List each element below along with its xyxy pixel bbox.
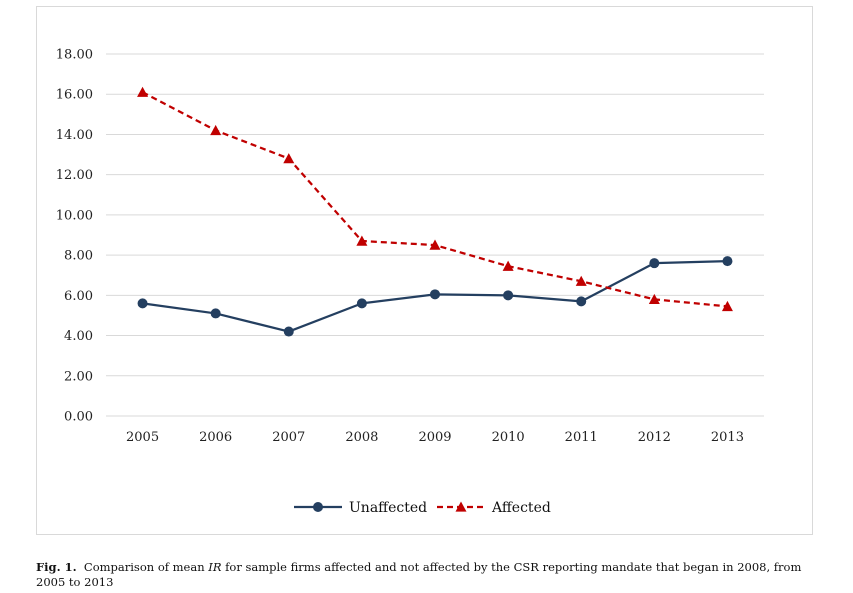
legend-label: Affected <box>491 500 551 516</box>
series-unaffected <box>137 256 733 337</box>
caption-prefix: Fig. 1. <box>36 560 77 574</box>
x-tick-label: 2009 <box>418 430 451 445</box>
figure-caption: Fig. 1. Comparison of mean IR for sample… <box>36 560 826 590</box>
legend-label: Unaffected <box>349 500 427 516</box>
x-tick-label: 2010 <box>492 430 525 445</box>
x-axis-ticks: 2005 2006 2007 2008 2009 2010 2011 2012 2013 <box>126 430 744 445</box>
data-point-unaffected <box>649 258 660 269</box>
series-line-affected <box>142 91 728 308</box>
legend-item-affected: Affected <box>437 500 551 516</box>
x-tick-label: 2005 <box>126 430 159 445</box>
y-tick-label: 12.00 <box>56 168 93 183</box>
caption-italic: IR <box>208 560 222 574</box>
y-tick-label: 0.00 <box>64 410 93 425</box>
data-point-affected <box>210 124 222 136</box>
data-point-unaffected <box>430 289 440 300</box>
data-point-affected <box>137 86 149 97</box>
x-tick-label: 2012 <box>638 430 671 445</box>
y-tick-label: 4.00 <box>64 329 93 344</box>
x-tick-label: 2013 <box>711 430 744 445</box>
data-point-unaffected <box>283 326 294 337</box>
caption-text-after: for sample firms affected and not affect… <box>36 560 802 589</box>
data-point-unaffected <box>576 296 587 307</box>
x-tick-label: 2008 <box>345 430 378 445</box>
data-point-affected <box>502 260 514 271</box>
data-point-unaffected <box>356 298 367 309</box>
legend-marker <box>455 501 467 512</box>
x-tick-label: 2011 <box>565 430 598 445</box>
x-tick-label: 2006 <box>199 430 232 445</box>
data-point-unaffected <box>137 298 148 309</box>
caption-text-before: Comparison of mean <box>83 560 209 574</box>
x-tick-label: 2007 <box>272 430 305 445</box>
series-affected <box>137 86 733 312</box>
y-tick-label: 10.00 <box>56 208 93 223</box>
y-tick-label: 16.00 <box>56 88 93 103</box>
y-tick-label: 18.00 <box>56 48 93 63</box>
y-tick-label: 14.00 <box>56 128 93 143</box>
data-point-affected <box>721 300 733 312</box>
y-axis-ticks: 0.00 2.00 4.00 6.00 8.00 10.00 12.00 14.00 16.00… <box>56 48 93 425</box>
data-point-affected <box>283 153 295 164</box>
gridlines <box>106 53 764 417</box>
legend-marker <box>313 502 323 512</box>
data-point-unaffected <box>210 308 221 319</box>
data-point-affected <box>575 275 587 286</box>
legend-item-unaffected: Unaffected <box>294 500 427 516</box>
data-point-unaffected <box>503 290 514 301</box>
data-point-affected <box>648 293 660 305</box>
data-point-unaffected <box>722 256 733 267</box>
data-point-affected <box>356 235 368 246</box>
y-tick-label: 8.00 <box>64 249 93 264</box>
legend: Unaffected Affected <box>294 500 551 516</box>
data-point-affected <box>429 239 441 250</box>
series-lines <box>137 86 733 337</box>
y-tick-label: 2.00 <box>64 369 93 384</box>
y-tick-label: 6.00 <box>64 289 93 304</box>
